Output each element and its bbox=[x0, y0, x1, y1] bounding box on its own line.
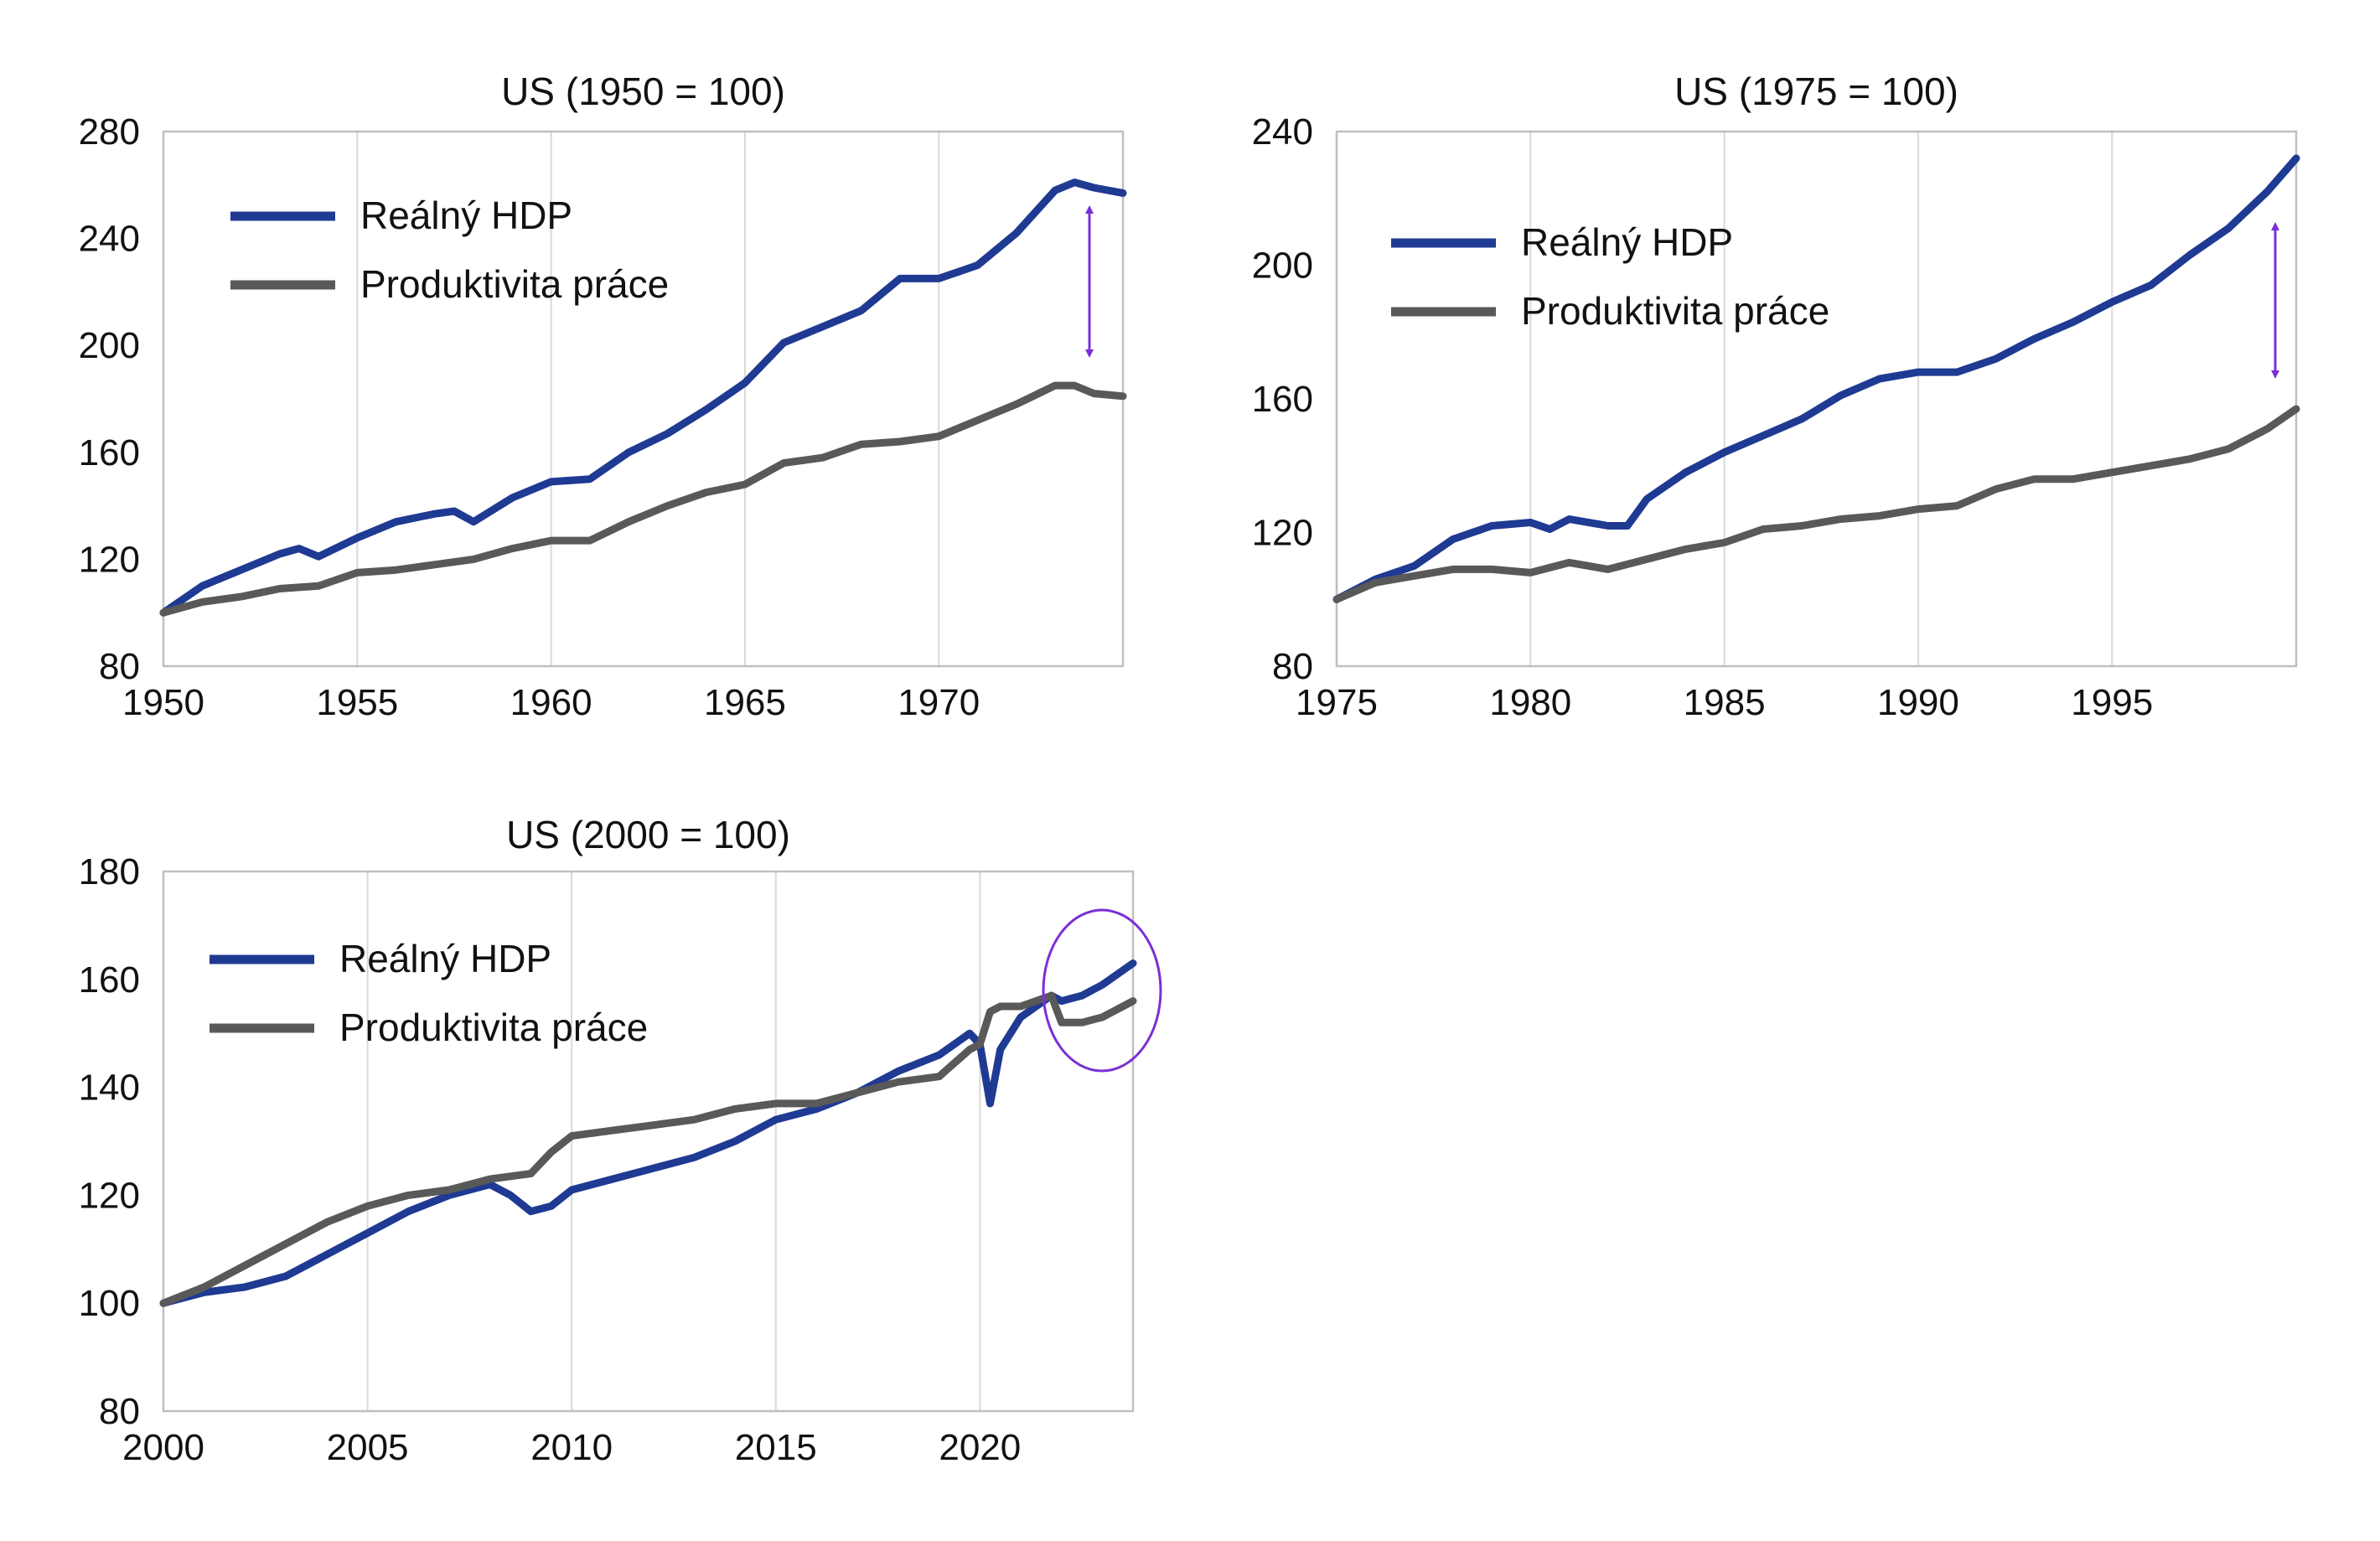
y-tick-label: 200 bbox=[1252, 246, 1313, 287]
y-tick-label: 160 bbox=[1252, 379, 1313, 420]
series-line-real-gdp bbox=[159, 959, 1137, 1307]
y-tick-label: 140 bbox=[79, 1068, 140, 1109]
y-tick-label: 180 bbox=[79, 851, 140, 892]
legend-label-labor-productivity: Produktivita práce bbox=[339, 1006, 648, 1049]
x-tick-label: 1970 bbox=[898, 682, 980, 723]
chart-title: US (1950 = 100) bbox=[501, 70, 785, 113]
y-tick-label: 120 bbox=[1252, 513, 1313, 554]
chart-panel-2: US (1975 = 100) 80 120 160 200 240 1975 1980 198… bbox=[1252, 70, 2300, 723]
x-tick-label: 2020 bbox=[939, 1427, 1021, 1468]
chart-title: US (2000 = 100) bbox=[506, 813, 790, 856]
y-tick-label: 240 bbox=[79, 219, 140, 260]
y-tick-label: 80 bbox=[99, 1391, 140, 1432]
x-tick-label: 1995 bbox=[2071, 682, 2153, 723]
chart-title: US (1975 = 100) bbox=[1674, 70, 1958, 113]
legend-label-labor-productivity: Produktivita práce bbox=[1521, 289, 1829, 333]
series-line-labor-productivity bbox=[1332, 405, 2300, 603]
plot-frame bbox=[1335, 130, 2298, 668]
series-line-labor-productivity bbox=[159, 991, 1137, 1307]
chart-panel-3: US (2000 = 100) 80 100 120 140 160 180 2000 2005… bbox=[79, 813, 1162, 1468]
legend-label-real-gdp: Reálný HDP bbox=[339, 937, 551, 980]
x-tick-label: 1950 bbox=[122, 682, 204, 723]
series-line-real-gdp bbox=[159, 178, 1127, 617]
y-tick-label: 100 bbox=[79, 1283, 140, 1324]
y-tick-label: 160 bbox=[79, 432, 140, 473]
x-tick-label: 2015 bbox=[735, 1427, 817, 1468]
plot-frame bbox=[162, 870, 1135, 1413]
highlight-ellipse bbox=[1042, 908, 1162, 1073]
x-tick-label: 2010 bbox=[530, 1427, 613, 1468]
x-tick-label: 1965 bbox=[704, 682, 786, 723]
x-tick-label: 1990 bbox=[1877, 682, 1959, 723]
legend-label-labor-productivity: Produktivita práce bbox=[360, 262, 669, 306]
x-tick-label: 2005 bbox=[327, 1427, 409, 1468]
y-tick-label: 200 bbox=[79, 325, 140, 366]
x-tick-label: 1960 bbox=[510, 682, 592, 723]
legend-label-real-gdp: Reálný HDP bbox=[1521, 220, 1733, 264]
chart-panel-1: US (1950 = 100) 80 120 160 200 240 280 1950 1955… bbox=[79, 70, 1127, 723]
y-tick-label: 120 bbox=[79, 539, 140, 580]
series-line-real-gdp bbox=[1332, 154, 2300, 603]
y-tick-label: 160 bbox=[79, 959, 140, 1001]
y-tick-label: 80 bbox=[1272, 646, 1313, 687]
y-tick-label: 120 bbox=[79, 1175, 140, 1216]
legend-label-real-gdp: Reálný HDP bbox=[360, 194, 572, 237]
x-tick-label: 1955 bbox=[316, 682, 398, 723]
y-tick-label: 280 bbox=[79, 111, 140, 153]
x-tick-label: 2000 bbox=[122, 1427, 204, 1468]
x-tick-label: 1985 bbox=[1684, 682, 1766, 723]
x-tick-label: 1980 bbox=[1489, 682, 1571, 723]
y-tick-label: 80 bbox=[99, 646, 140, 687]
y-tick-label: 240 bbox=[1252, 111, 1313, 153]
x-tick-label: 1975 bbox=[1296, 682, 1378, 723]
series-line-labor-productivity bbox=[159, 381, 1127, 617]
